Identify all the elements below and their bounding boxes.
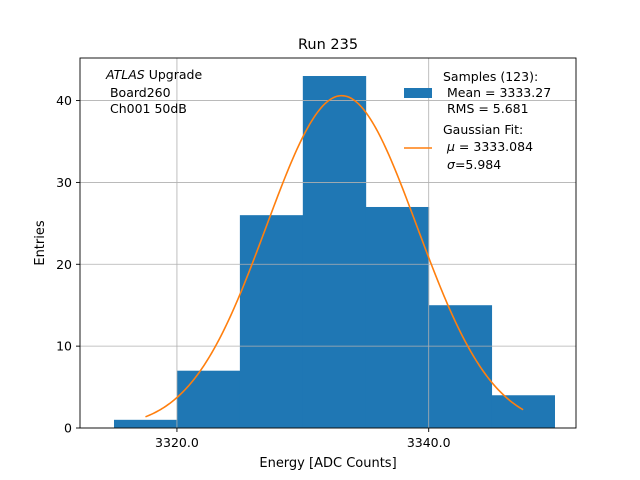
y-tick-label-0: 0 (64, 421, 72, 436)
annotation-atlas: ATLAS Upgrade (105, 67, 202, 82)
legend-fit-title: Gaussian Fit: (443, 122, 523, 137)
legend-fit-mu-value: = 3333.084 (455, 139, 533, 154)
histogram-bar-2 (239, 215, 304, 428)
chart-title: Run 235 (298, 37, 358, 53)
histogram-bar-1 (176, 370, 241, 428)
histogram-bar-4 (365, 206, 430, 428)
annotation-channel: Ch001 50dB (106, 101, 187, 116)
histogram (113, 76, 555, 428)
histogram-bar-6 (491, 395, 555, 428)
legend-fit-mu-symbol: μ (446, 139, 455, 154)
y-tick-label-2: 20 (56, 257, 72, 272)
histogram-bar-3 (302, 76, 367, 428)
legend-hist-swatch (404, 88, 432, 98)
annotation-atlas-italic: ATLAS (105, 67, 145, 82)
gaussian-fit-curve (145, 94, 524, 418)
legend-fit-sigma: σ=5.984 (447, 157, 501, 172)
legend: Samples (123): Mean = 3333.27 RMS = 5.68… (404, 69, 551, 172)
x-tick-label-1: 3340.0 (407, 435, 451, 450)
x-tick-label-0: 3320.0 (155, 435, 199, 450)
axis-ticks: 3320.0 3340.0 0 10 20 30 40 (56, 93, 451, 450)
annotation-board: Board260 (106, 85, 171, 100)
legend-fit-mu: μ = 3333.084 (446, 139, 533, 154)
histogram-bar-5 (428, 305, 493, 428)
y-tick-label-4: 40 (56, 93, 72, 108)
legend-samples-title: Samples (123): (443, 69, 538, 84)
y-tick-label-3: 30 (56, 175, 72, 190)
x-axis-label: Energy [ADC Counts] (259, 456, 396, 471)
y-tick-label-1: 10 (56, 339, 72, 354)
histogram-bar-0 (113, 419, 178, 428)
annotation-atlas-rest: Upgrade (145, 67, 203, 82)
legend-fit-sigma-value: =5.984 (455, 157, 501, 172)
legend-fit-sigma-symbol: σ (447, 157, 456, 172)
y-axis-label: Entries (33, 220, 48, 266)
legend-samples-rms: RMS = 5.681 (443, 101, 529, 116)
legend-samples-mean: Mean = 3333.27 (443, 85, 551, 100)
plot-frame (79, 57, 577, 429)
